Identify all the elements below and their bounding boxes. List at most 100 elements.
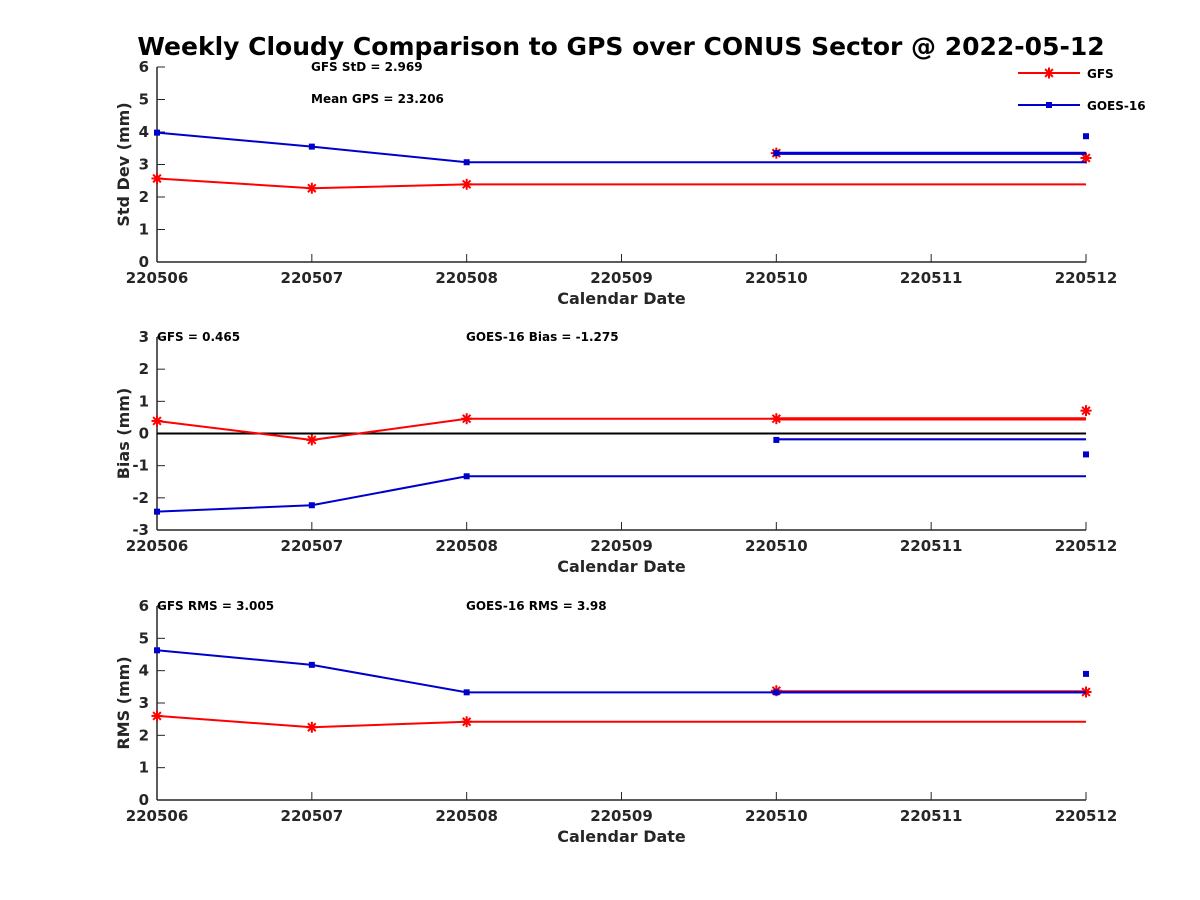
series-goes: [154, 647, 1089, 696]
data-point-gfs: [461, 716, 473, 728]
x-tick-label: 220506: [126, 537, 189, 555]
data-point-goes: [1083, 451, 1089, 458]
data-point-gfs: [151, 415, 163, 427]
legend-marker-goes: [1046, 102, 1052, 108]
data-point-gfs: [306, 182, 318, 194]
legend-gfs-asterisk: [1043, 67, 1055, 79]
annotation: Mean GPS = 23.206: [311, 92, 444, 106]
series-goes: [154, 129, 1089, 166]
y-tick-label: 2: [139, 360, 149, 378]
series-line-gfs: [156, 177, 1086, 190]
y-axis-label: Bias (mm): [114, 388, 133, 480]
x-tick-label: 220511: [900, 537, 963, 555]
data-point-gfs: [306, 434, 318, 446]
y-axis-label: Std Dev (mm): [114, 102, 133, 226]
data-point-goes: [308, 502, 315, 509]
data-point-gfs: [306, 721, 318, 733]
x-tick-label: 220512: [1055, 269, 1118, 287]
panel-1: 0 1 2 3 4 5 6 220506 220507 220508 220509 220510 220…: [114, 58, 1117, 308]
data-point-goes: [154, 508, 160, 515]
legend: GFS GOES-16: [1018, 67, 1146, 113]
data-point-goes: [463, 689, 470, 696]
x-tick-label: 220510: [745, 807, 808, 825]
data-point-goes: [463, 159, 470, 166]
data-point-gfs: [461, 413, 473, 425]
data-point-gfs: [1080, 405, 1092, 417]
x-tick-label: 220506: [126, 807, 189, 825]
y-tick-label: 3: [139, 156, 149, 174]
y-tick-label: 1: [139, 221, 149, 239]
y-tick-label: 5: [139, 91, 149, 109]
x-tick-label: 220512: [1055, 537, 1118, 555]
data-point-goes: [308, 143, 315, 150]
x-tick-label: 220510: [745, 269, 808, 287]
series-line-gfs: [156, 417, 1086, 441]
y-tick-label: 6: [139, 58, 149, 76]
x-axis-label: Calendar Date: [557, 557, 686, 576]
x-axis-label: Calendar Date: [557, 827, 686, 846]
series-line-goes: [156, 649, 1086, 694]
data-point-goes: [154, 647, 160, 654]
annotation: GFS = 0.465: [157, 330, 240, 344]
y-tick-label: 5: [139, 629, 149, 647]
x-tick-label: 220509: [590, 537, 653, 555]
x-tick-label: 220507: [281, 807, 344, 825]
annotation: GFS StD = 2.969: [311, 60, 423, 74]
x-tick-label: 220509: [590, 269, 653, 287]
chart-title: Weekly Cloudy Comparison to GPS over CON…: [137, 32, 1104, 61]
y-tick-label: 6: [139, 597, 149, 615]
data-point-gfs: [770, 413, 782, 425]
legend-goes-square: [1046, 102, 1052, 108]
series-gfs: [151, 405, 1092, 446]
data-point-gfs: [151, 710, 163, 722]
y-tick-label: 2: [139, 188, 149, 206]
y-tick-label: -2: [132, 489, 149, 507]
legend-label-goes: GOES-16: [1087, 99, 1146, 113]
x-axis-label: Calendar Date: [557, 289, 686, 308]
series-goes: [154, 436, 1089, 515]
x-tick-label: 220507: [281, 537, 344, 555]
series-line-goes: [156, 475, 1086, 513]
y-tick-label: 0: [139, 791, 149, 809]
legend-marker-gfs: [1043, 67, 1055, 79]
panel-2: -3 -2 -1 0 1 2 3 220506 220507 220508 220509 220510…: [114, 328, 1117, 576]
y-axis-label: RMS (mm): [114, 656, 133, 749]
y-tick-label: 0: [139, 425, 149, 443]
y-tick-label: -1: [132, 457, 149, 475]
y-tick-label: 3: [139, 694, 149, 712]
annotation: GOES-16 Bias = -1.275: [466, 330, 619, 344]
y-tick-label: 0: [139, 253, 149, 271]
x-tick-label: 220509: [590, 807, 653, 825]
x-tick-label: 220508: [435, 807, 498, 825]
y-tick-label: 4: [139, 123, 149, 141]
series-line-gfs: [156, 714, 1086, 729]
x-tick-label: 220511: [900, 269, 963, 287]
y-tick-label: 3: [139, 328, 149, 346]
data-point-goes: [463, 473, 470, 480]
y-tick-label: -3: [132, 521, 149, 539]
x-tick-label: 220506: [126, 269, 189, 287]
y-tick-label: 1: [139, 392, 149, 410]
data-point-goes: [154, 129, 160, 136]
y-tick-label: 4: [139, 662, 149, 680]
y-tick-label: 2: [139, 726, 149, 744]
x-tick-label: 220510: [745, 537, 808, 555]
data-point-gfs: [461, 178, 473, 190]
panel-3: 0 1 2 3 4 5 6 220506 220507 220508 220509 220510 220…: [114, 597, 1117, 846]
data-point-goes: [773, 436, 780, 443]
data-point-gfs: [151, 172, 163, 184]
legend-label-gfs: GFS: [1087, 67, 1114, 81]
y-tick-label: 1: [139, 759, 149, 777]
x-tick-label: 220508: [435, 269, 498, 287]
series-line-goes: [156, 131, 1086, 164]
data-point-goes: [773, 689, 780, 696]
annotation: GOES-16 RMS = 3.98: [466, 599, 607, 613]
x-tick-label: 220508: [435, 537, 498, 555]
data-point-goes: [308, 661, 315, 668]
annotation: GFS RMS = 3.005: [157, 599, 274, 613]
data-point-goes: [1083, 133, 1089, 140]
data-point-goes: [773, 150, 780, 157]
data-point-goes: [1083, 670, 1089, 677]
